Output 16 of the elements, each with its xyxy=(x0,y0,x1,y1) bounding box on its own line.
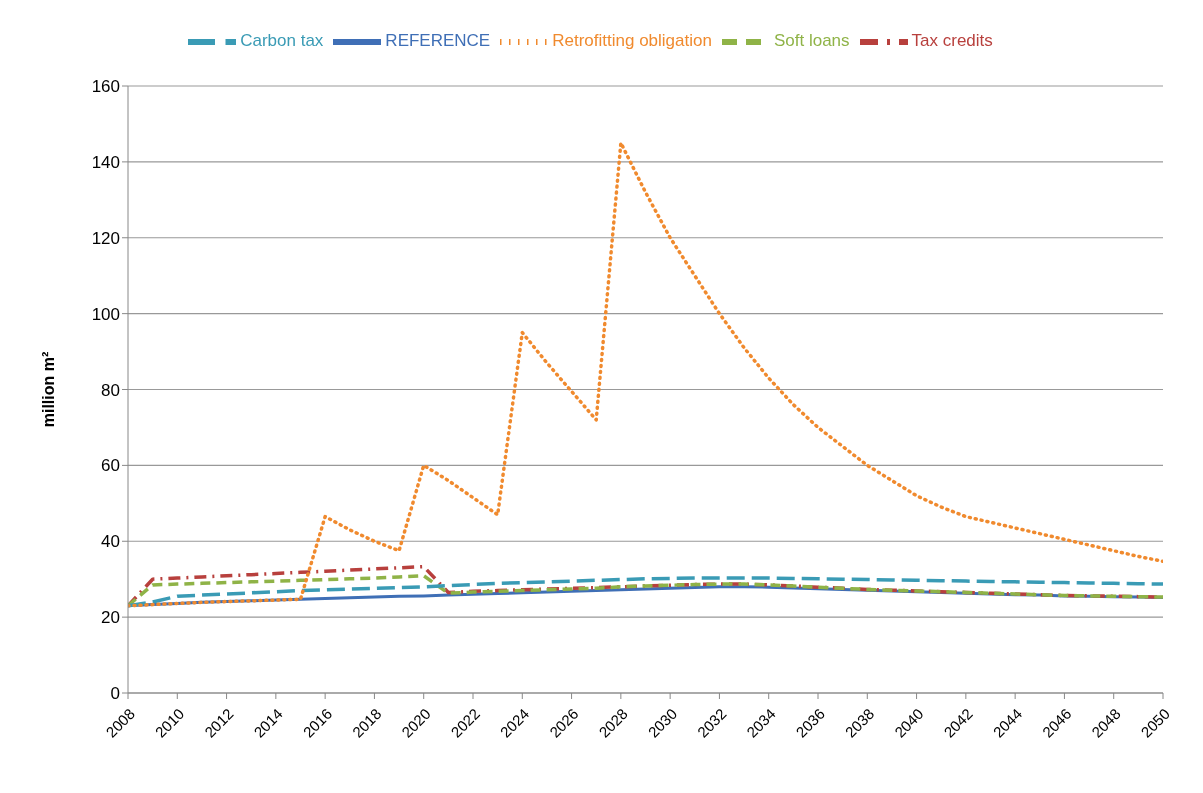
legend-label: REFERENCE xyxy=(385,31,491,51)
line-series xyxy=(128,141,1163,608)
y-tick-label: 40 xyxy=(101,532,120,552)
y-tick-label: 80 xyxy=(101,380,120,400)
legend-label: Carbon tax xyxy=(240,31,324,51)
y-tick-label: 160 xyxy=(91,77,120,97)
y-tick-label: 0 xyxy=(110,684,120,704)
y-tick-label: 60 xyxy=(101,456,120,476)
y-axis-title: million m² xyxy=(39,351,57,428)
legend-label: Tax credits xyxy=(911,31,993,51)
legend-label: Soft loans xyxy=(773,31,850,51)
y-tick-label: 100 xyxy=(91,304,120,324)
y-tick-label: 120 xyxy=(91,228,120,248)
legend-label: Retrofitting obligation xyxy=(552,31,712,51)
y-tick-label: 20 xyxy=(101,608,120,628)
y-tick-label: 140 xyxy=(91,152,120,172)
